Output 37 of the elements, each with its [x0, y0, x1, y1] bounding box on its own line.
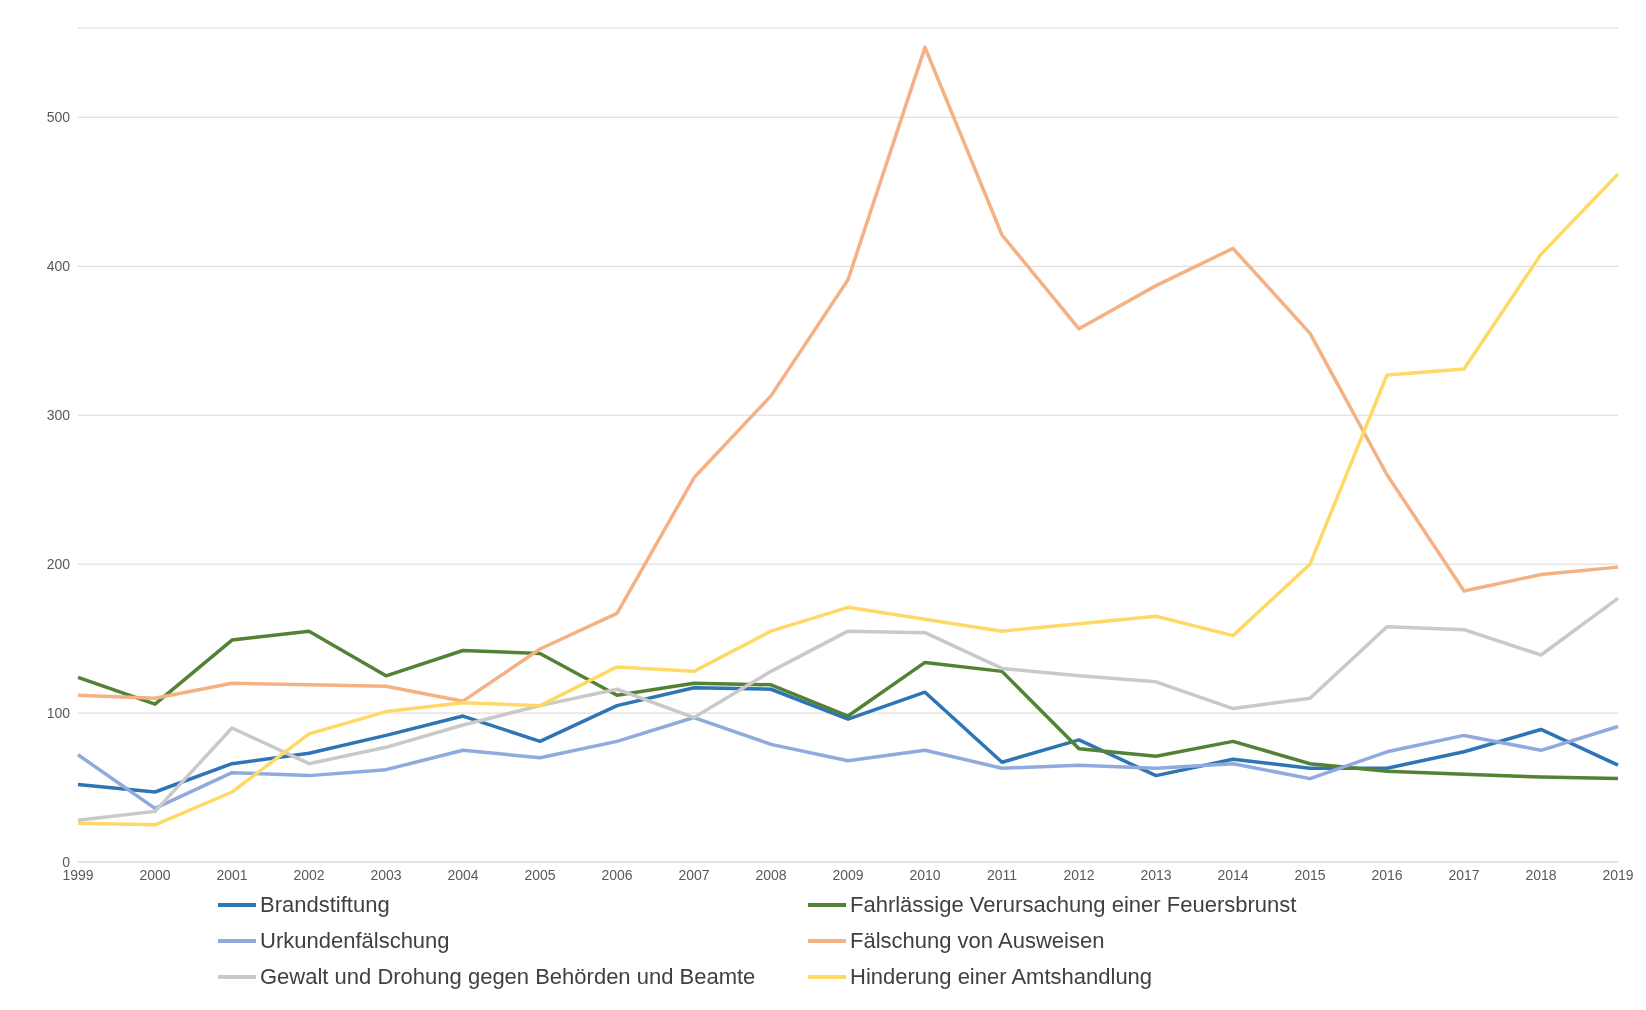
- x-tick-label: 2016: [1371, 866, 1403, 883]
- legend-label: Urkundenfälschung: [260, 928, 450, 954]
- line-series: [76, 686, 1620, 794]
- x-tick-label: 2015: [1294, 866, 1326, 883]
- line-series: [76, 596, 1620, 823]
- x-tick-label: 2004: [447, 866, 479, 883]
- line-series: [76, 172, 1620, 827]
- legend-label: Fälschung von Ausweisen: [850, 928, 1105, 954]
- x-tick-label: 2002: [293, 866, 325, 883]
- x-tick-label: 2010: [909, 866, 941, 883]
- x-tick-label: 2003: [370, 866, 402, 883]
- y-tick-label: 200: [46, 556, 71, 573]
- x-tick-label: 2008: [755, 866, 787, 883]
- y-tick-label: 500: [46, 109, 71, 126]
- x-tick-label: 2006: [601, 866, 633, 883]
- legend-label: Brandstiftung: [260, 892, 390, 918]
- x-tick-label: 2017: [1448, 866, 1480, 883]
- x-tick-label: 2011: [986, 866, 1018, 883]
- x-tick-label: 2007: [678, 866, 710, 883]
- x-tick-label: 2014: [1217, 866, 1249, 883]
- x-tick-label: 2018: [1525, 866, 1557, 883]
- legend-label: Hinderung einer Amtshandlung: [850, 964, 1153, 990]
- x-tick-label: 2005: [524, 866, 556, 883]
- x-tick-label: 2013: [1140, 866, 1172, 883]
- x-tick-label: 2000: [139, 866, 171, 883]
- line-series: [76, 45, 1620, 703]
- x-tick-label: 2019: [1602, 866, 1634, 883]
- legend-label: Fahrlässige Verursachung einer Feuersbrunst: [850, 892, 1297, 918]
- x-tick-label: 2012: [1063, 866, 1095, 883]
- x-tick-label: 2001: [216, 866, 248, 883]
- legend-label: Gewalt und Drohung gegen Behörden und Beamte: [260, 964, 756, 990]
- x-tick-label: 2009: [832, 866, 864, 883]
- y-tick-label: 300: [46, 407, 71, 424]
- line-series: [76, 715, 1620, 811]
- y-tick-label: 400: [46, 258, 71, 275]
- y-tick-label: 100: [46, 705, 71, 722]
- line-series: [76, 629, 1620, 781]
